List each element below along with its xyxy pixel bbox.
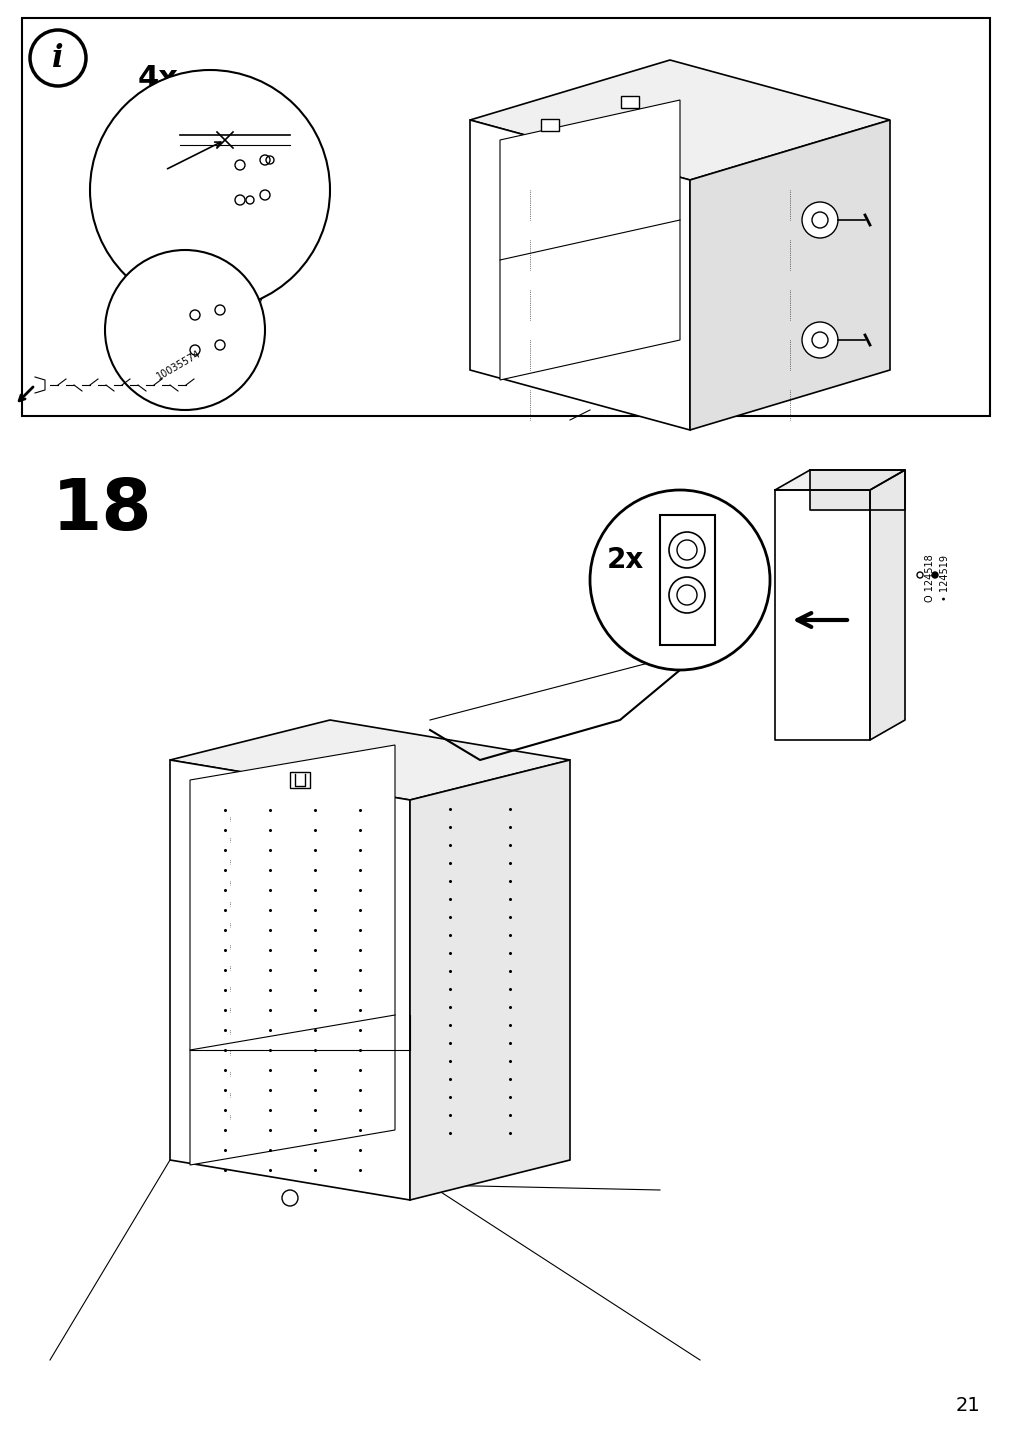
Circle shape xyxy=(668,577,705,613)
Text: 2x: 2x xyxy=(606,546,643,574)
Polygon shape xyxy=(774,470,904,490)
FancyBboxPatch shape xyxy=(290,772,309,788)
Circle shape xyxy=(801,202,837,238)
Text: • 124519: • 124519 xyxy=(939,556,949,601)
Text: i: i xyxy=(53,43,64,73)
FancyBboxPatch shape xyxy=(541,119,558,130)
Circle shape xyxy=(589,490,769,670)
Circle shape xyxy=(801,322,837,358)
Text: 4x: 4x xyxy=(137,63,178,93)
Polygon shape xyxy=(809,470,904,510)
Circle shape xyxy=(235,160,245,170)
Circle shape xyxy=(214,339,224,349)
Text: 21: 21 xyxy=(954,1396,979,1415)
Circle shape xyxy=(260,190,270,200)
Text: 18: 18 xyxy=(52,475,153,544)
Polygon shape xyxy=(190,745,394,1166)
Polygon shape xyxy=(409,760,569,1200)
Polygon shape xyxy=(469,120,690,430)
Polygon shape xyxy=(469,60,889,180)
Text: 10035574: 10035574 xyxy=(155,348,202,382)
FancyBboxPatch shape xyxy=(22,19,989,417)
Polygon shape xyxy=(499,100,679,379)
Circle shape xyxy=(105,251,265,410)
Text: O 124518: O 124518 xyxy=(924,554,934,601)
Circle shape xyxy=(90,70,330,309)
Circle shape xyxy=(190,345,200,355)
FancyBboxPatch shape xyxy=(621,96,638,107)
Polygon shape xyxy=(170,720,569,800)
Circle shape xyxy=(30,30,86,86)
Polygon shape xyxy=(774,490,869,740)
Circle shape xyxy=(282,1190,297,1206)
Circle shape xyxy=(668,533,705,569)
Polygon shape xyxy=(170,760,409,1200)
Circle shape xyxy=(190,309,200,319)
Polygon shape xyxy=(690,120,889,430)
Polygon shape xyxy=(35,377,44,392)
Circle shape xyxy=(260,155,270,165)
Polygon shape xyxy=(869,470,904,740)
FancyBboxPatch shape xyxy=(659,516,715,644)
Circle shape xyxy=(916,571,922,579)
Circle shape xyxy=(235,195,245,205)
Circle shape xyxy=(214,305,224,315)
Circle shape xyxy=(931,571,937,579)
